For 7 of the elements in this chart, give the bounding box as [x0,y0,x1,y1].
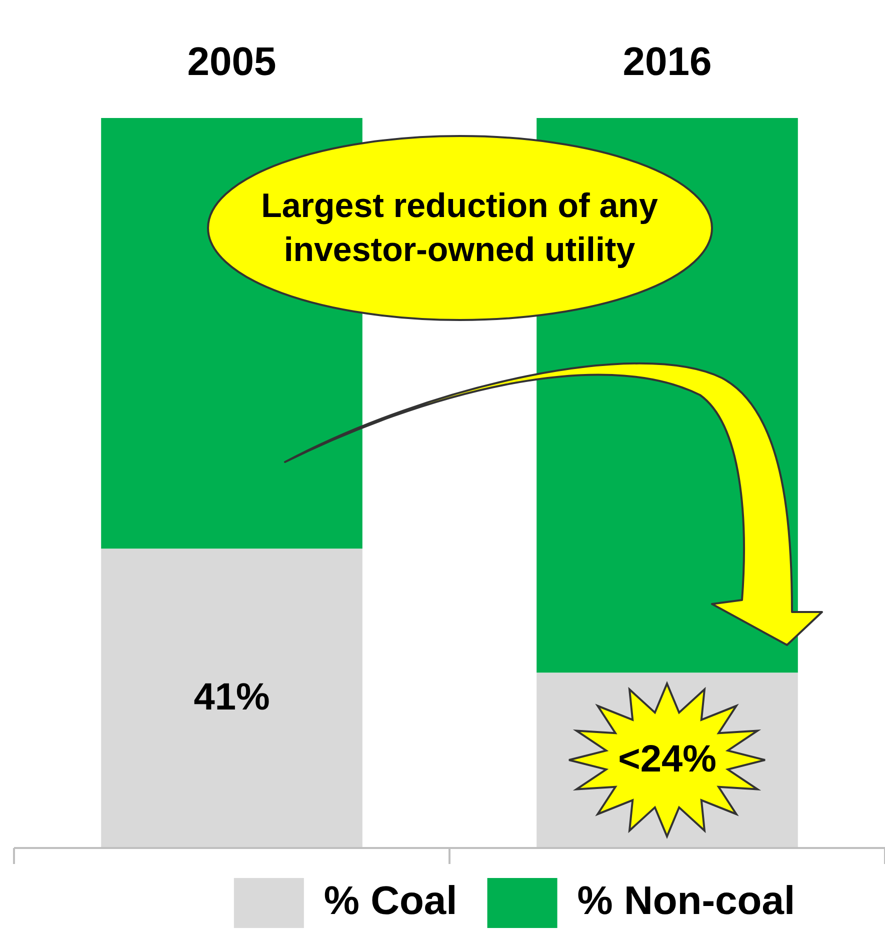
legend-label: % Non-coal [577,879,796,924]
data-label: 41% [194,676,270,720]
legend-label: % Coal [324,879,458,924]
x-tick-label: 2016 [622,40,712,84]
x-tick-label: 2005 [187,40,276,84]
data-label: <24% [618,738,716,782]
annotation: Largest reduction of any investor-owned utility [260,185,659,270]
